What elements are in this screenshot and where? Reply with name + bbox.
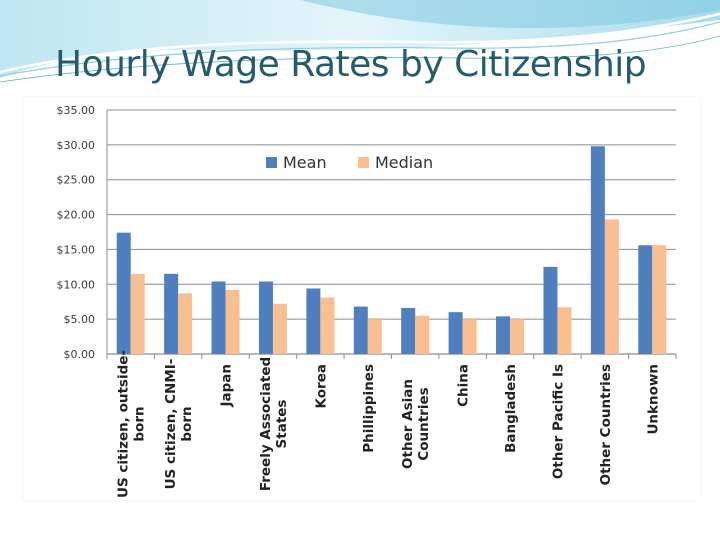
bar-median [557,307,572,354]
bar-median [130,273,145,354]
y-tick-label: $20.00 [57,209,96,222]
bar-median [272,303,287,354]
bar-mean [638,245,653,354]
bar-median [462,319,477,354]
x-tick-label: China [456,364,472,407]
x-tick-label: Freely AssociatedStates [258,357,290,491]
legend-label-mean: Mean [283,153,327,172]
header-banner-decoration [0,0,720,83]
bar-mean [258,281,273,354]
wage-bar-chart: $0.00 $5.00 $10.00 $15.00 $20.00 $25.00 $30.00… [57,104,677,498]
legend-swatch-mean [266,157,277,168]
x-tick-label: Other Pacific Is [550,364,566,479]
bar-mean [353,306,368,354]
y-tick-label: $25.00 [57,174,96,187]
bar-mean [496,316,511,354]
bar-median [415,315,430,354]
y-tick-label: $5.00 [64,313,96,326]
bar-median [225,289,240,354]
x-tick-label: Japan [219,364,235,408]
bar-median [604,219,619,354]
x-tick-label: Korea [313,364,329,408]
y-tick-label: $0.00 [64,348,96,361]
legend-swatch-median [358,157,369,168]
slide-title: Hourly Wage Rates by Citizenship [55,44,647,85]
x-tick-label: US citizen, outside-born [116,350,148,498]
y-tick-label: $35.00 [57,104,96,117]
bar-mean [306,288,321,354]
y-tick-label: $10.00 [57,278,96,291]
y-tick-label: $30.00 [57,139,96,152]
bar-median [320,297,335,354]
bar-mean [211,281,226,354]
bar-median [652,245,667,354]
x-tick-label: Other Countries [598,364,614,485]
bar-median [367,319,382,354]
bar-median [510,319,525,354]
x-tick-label: Other AsianCountries [400,379,432,469]
chart-panel: $0.00 $5.00 $10.00 $15.00 $20.00 $25.00 $30.00… [24,97,700,500]
bar-mean [590,146,605,354]
bar-mean [448,312,463,354]
bar-mean [164,273,179,354]
x-tick-label: Phillippines [361,364,377,453]
bar-mean [116,232,131,354]
bar-mean [543,266,558,354]
bar-median [178,293,193,354]
legend-label-median: Median [375,153,433,172]
y-tick-label: $15.00 [57,243,96,256]
x-tick-label: Unknown [645,364,661,435]
x-tick-label: Bangladesh [503,364,519,453]
bar-mean [401,307,416,354]
x-tick-label: US citizen, CNMI-born [163,359,195,490]
